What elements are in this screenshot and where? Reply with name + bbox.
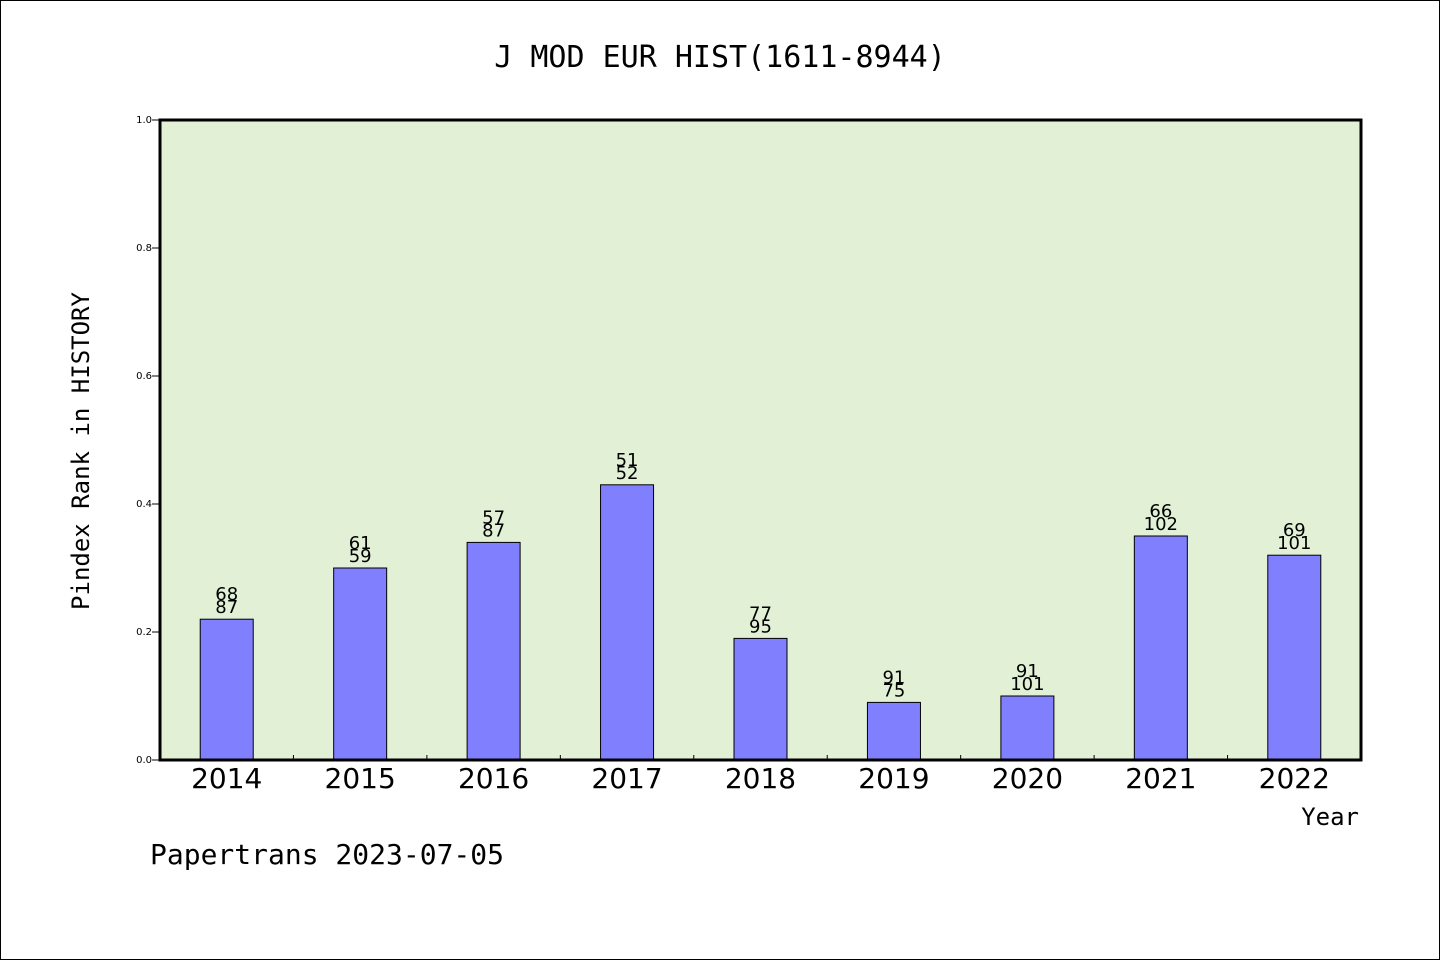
bar-label-bottom: 101: [1277, 533, 1311, 554]
y-tick-label: 0.8: [136, 243, 152, 254]
bar-2014: [199, 618, 254, 761]
bar-label-top: 69: [1283, 520, 1306, 541]
x-tick-label: 2021: [1125, 762, 1196, 795]
bar-2022: [1267, 554, 1322, 761]
bar-label-bottom: 75: [882, 680, 905, 701]
chart-title: J MOD EUR HIST(1611-8944): [494, 40, 946, 75]
bar-2017: [600, 484, 655, 761]
bar-2015: [333, 567, 388, 761]
x-axis-label: Year: [1301, 803, 1359, 831]
y-tick-label: 0.0: [136, 755, 152, 766]
bar-2019: [866, 701, 921, 761]
bar-label-top: 68: [215, 584, 238, 605]
bar-label-bottom: 95: [749, 616, 772, 637]
bar-label-bottom: 59: [349, 546, 372, 567]
bar-label-bottom: 102: [1144, 514, 1178, 535]
y-axis: 0.0 0.2 0.4 0.6 0.8 1.0: [136, 115, 160, 766]
y-tick-label: 1.0: [136, 115, 152, 126]
bar-2021: [1133, 535, 1188, 761]
bar-label-top: 51: [616, 450, 639, 471]
bar-label-top: 66: [1149, 501, 1172, 522]
x-tick-label: 2017: [591, 762, 662, 795]
plot-frame: [158, 118, 1363, 762]
x-tick-label: 2014: [191, 762, 262, 795]
bar-label-top: 91: [1016, 661, 1039, 682]
footer-text: Papertrans 2023-07-05: [150, 838, 504, 871]
y-tick-label: 0.6: [136, 371, 152, 382]
x-tick-label: 2019: [858, 762, 929, 795]
y-axis-label: Pindex Rank in HISTORY: [67, 292, 95, 610]
bar-label-top: 61: [349, 533, 372, 554]
x-tick-label: 2022: [1259, 762, 1330, 795]
x-tick-label: 2015: [325, 762, 396, 795]
bar-label-bottom: 87: [482, 520, 505, 541]
x-tick-label: 2020: [992, 762, 1063, 795]
y-tick-label: 0.2: [136, 627, 152, 638]
x-tick-label: 2016: [458, 762, 529, 795]
y-tick-label: 0.4: [136, 499, 152, 510]
bar-label-bottom: 87: [215, 597, 238, 618]
x-axis: 2014 2015 2016 2017 2018 2019 2020 2021 2022: [191, 755, 1330, 795]
bar-label-bottom: 101: [1010, 674, 1044, 695]
x-tick-label: 2018: [725, 762, 796, 795]
bar-label-top: 91: [882, 667, 905, 688]
bar-label-top: 57: [482, 507, 505, 528]
bar-2018: [733, 637, 788, 761]
bar-label-bottom: 52: [616, 463, 639, 484]
bar-label-top: 77: [749, 603, 772, 624]
bar-2016: [466, 541, 521, 761]
bar-2020: [1000, 695, 1055, 761]
